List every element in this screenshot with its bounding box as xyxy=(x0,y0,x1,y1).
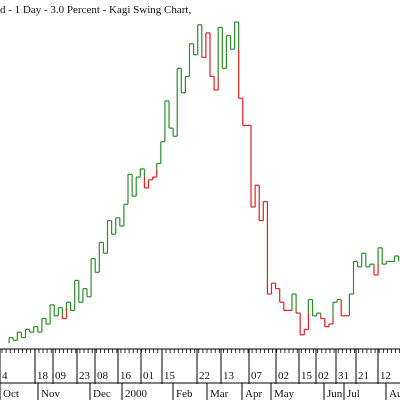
day-tick-label: 22 xyxy=(199,370,210,382)
month-label: Feb xyxy=(176,388,193,400)
day-tick-label: 02 xyxy=(278,370,289,382)
day-tick-label: 12 xyxy=(380,370,391,382)
month-label: Apr xyxy=(245,388,262,400)
month-label: Nov xyxy=(41,388,60,400)
day-tick-label: 31 xyxy=(338,370,349,382)
day-tick-label: 4 xyxy=(2,370,8,382)
day-tick-label: 13 xyxy=(223,370,235,382)
month-label: 2000 xyxy=(125,388,148,400)
month-label: Dec xyxy=(93,388,111,400)
day-tick-label: 01 xyxy=(143,370,154,382)
day-tick-label: 21 xyxy=(358,370,369,382)
month-label: May xyxy=(274,388,295,400)
x-axis: 4 18 09 23 08 16 01 15 22 13 07 02 15 02 31 21 12 Oct Nov D… xyxy=(0,348,400,400)
month-label: Mar xyxy=(210,388,229,400)
day-tick-label: 23 xyxy=(79,370,91,382)
day-tick-label: 16 xyxy=(120,370,132,382)
day-tick-label: 09 xyxy=(55,370,67,382)
day-tick-label: 02 xyxy=(318,370,329,382)
month-label: Oct xyxy=(3,388,19,400)
chart-title: d - 1 Day - 3.0 Percent - Kagi Swing Cha… xyxy=(0,4,191,16)
month-label: Jul xyxy=(347,388,360,400)
day-tick-label: 18 xyxy=(37,370,49,382)
day-tick-label: 08 xyxy=(97,370,109,382)
day-tick-label: 15 xyxy=(164,370,176,382)
kagi-lines xyxy=(8,21,400,343)
month-label: Jun xyxy=(327,388,343,400)
month-label: Au xyxy=(389,388,400,400)
day-tick-label: 07 xyxy=(251,370,263,382)
day-tick-label: 15 xyxy=(301,370,313,382)
